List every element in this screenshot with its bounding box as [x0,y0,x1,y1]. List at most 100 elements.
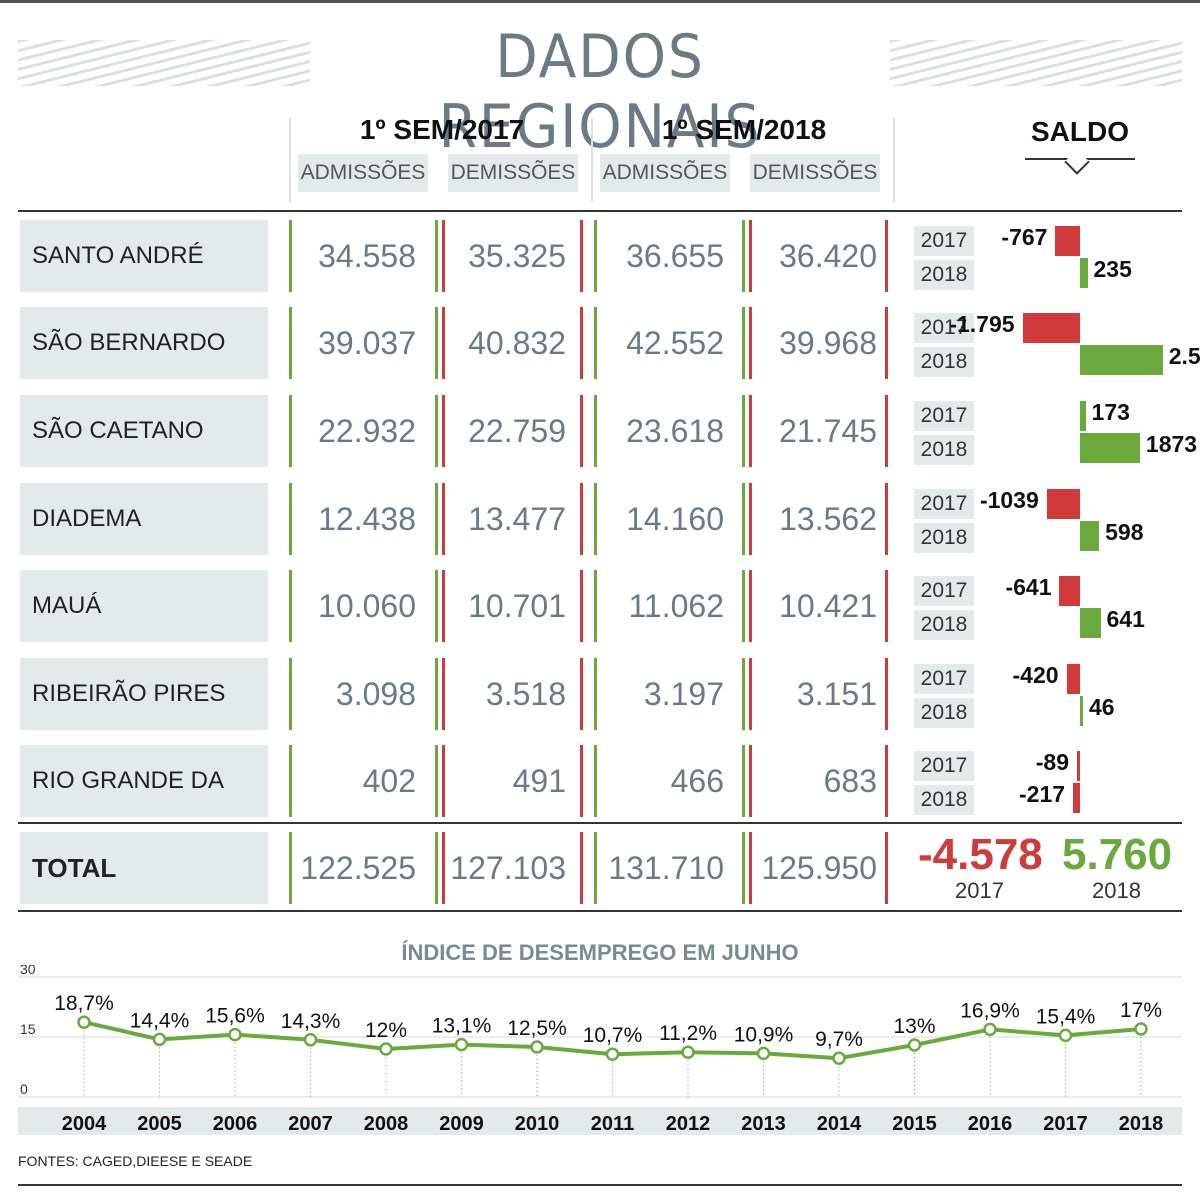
total-admissoes-2017: 122.525 [300,850,416,886]
green-rule [289,220,292,292]
data-label: 11,2% [659,1022,717,1045]
demissoes-2018: 13.562 [779,501,877,537]
table-row: SÃO BERNARDO 39.037 40.832 42.552 39.968 2017… [0,307,1200,379]
y-tick-label: 30 [20,965,36,977]
green-rule [594,832,597,904]
admissoes-2018: 466 [670,763,724,799]
saldo-bar-2017 [1046,489,1080,519]
header-demissoes-2018: DEMISSÕES [750,154,880,192]
data-label: 16,9% [960,999,1020,1022]
admissoes-2017: 22.932 [318,413,416,449]
red-rule [580,658,583,730]
region-name: RIO GRANDE DA SERRA [20,745,268,866]
red-rule [442,832,445,904]
admissoes-2018: 14.160 [626,501,724,537]
data-point [379,1042,393,1056]
region-name: SANTO ANDRÉ [20,220,268,292]
demissoes-2017: 3.518 [485,676,566,712]
demissoes-2018: 3.151 [796,676,877,712]
table-row: SANTO ANDRÉ 34.558 35.325 36.655 36.420 2017 2… [0,220,1200,292]
region-name: SÃO BERNARDO [20,307,268,379]
saldo-value-2017: 173 [1091,399,1130,425]
total-saldo-2018: 5.760 [1062,830,1173,879]
region-name: RIBEIRÃO PIRES [20,658,268,730]
red-rule [442,570,445,642]
table-top-rule [18,210,1182,212]
green-rule [742,570,745,642]
green-rule [435,832,438,904]
total-demissoes-2018: 125.950 [761,850,877,886]
data-point [605,1047,620,1061]
data-point [681,1045,695,1059]
admissoes-2017: 39.037 [318,325,416,361]
red-rule [580,220,583,292]
saldo-bar-2017 [1066,664,1080,694]
demissoes-2017: 491 [512,763,566,799]
green-rule [742,220,745,292]
total-demissoes-2017: 127.103 [450,850,566,886]
data-label: 15,4% [1036,1005,1096,1028]
saldo-year-2018: 2018 [914,523,974,553]
region-name: DIADEMA [20,483,268,555]
data-label: 13,1% [432,1015,492,1038]
saldo-value-2018: 598 [1105,519,1144,545]
data-point [77,1015,91,1029]
red-rule [442,745,445,817]
red-rule [749,570,752,642]
total-saldo-year-2017: 2017 [955,878,1004,903]
green-rule [435,307,438,379]
green-rule [289,570,292,642]
table-row: MAUÁ 10.060 10.701 11.062 10.421 2017 2018 -641… [0,570,1200,642]
data-label: 12,5% [507,1017,567,1040]
red-rule [749,483,752,555]
saldo-bar-2017 [1077,751,1080,781]
header-divider [893,118,895,202]
data-label: 14,4% [130,1009,190,1032]
saldo-bar-2017 [1055,226,1080,256]
red-rule [885,570,888,642]
admissoes-2017: 10.060 [318,588,416,624]
saldo-bar-2018 [1080,345,1163,375]
total-top-rule [18,822,1182,824]
data-point [832,1051,846,1065]
total-saldo-year-2018: 2018 [1092,878,1141,903]
red-rule [749,307,752,379]
x-tick-label: 2014 [817,1113,862,1135]
bottom-rule [18,1184,1182,1186]
data-label: 13% [893,1015,935,1038]
demissoes-2017: 13.477 [468,501,566,537]
saldo-value-2017: -641 [1005,574,1052,600]
green-rule [742,745,745,817]
x-tick-label: 2005 [137,1113,182,1135]
red-rule [885,395,888,467]
admissoes-2017: 402 [362,763,416,799]
table-row: RIO GRANDE DA SERRA 402 491 466 683 2017 2018 -… [0,745,1200,866]
admissoes-2017: 12.438 [318,501,416,537]
saldo-value-2018: 2.584 [1168,343,1200,369]
red-rule [885,658,888,730]
total-label: TOTAL [20,832,268,904]
admissoes-2018: 3.197 [643,676,724,712]
red-rule [885,745,888,817]
green-rule [435,658,438,730]
green-rule [435,745,438,817]
demissoes-2018: 36.420 [779,238,877,274]
saldo-bar-2017 [1059,576,1080,606]
saldo-value-2017: -1039 [979,487,1039,513]
saldo-year-2017: 2017 [914,576,974,606]
green-rule [594,745,597,817]
top-rule [0,0,1200,3]
saldo-value-2018: 1873 [1145,431,1198,457]
data-point [303,1033,318,1047]
x-tick-label: 2006 [213,1113,258,1135]
admissoes-2017: 34.558 [318,238,416,274]
red-rule [442,307,445,379]
data-point [530,1040,544,1054]
table-row: RIBEIRÃO PIRES 3.098 3.518 3.197 3.151 2017 20… [0,658,1200,730]
saldo-year-2018: 2018 [914,785,974,815]
x-tick-label: 2018 [1119,1113,1164,1135]
red-rule [580,395,583,467]
data-point [228,1027,242,1042]
saldo-value-2018: 46 [1089,694,1115,720]
title-stripes-left [18,40,310,86]
